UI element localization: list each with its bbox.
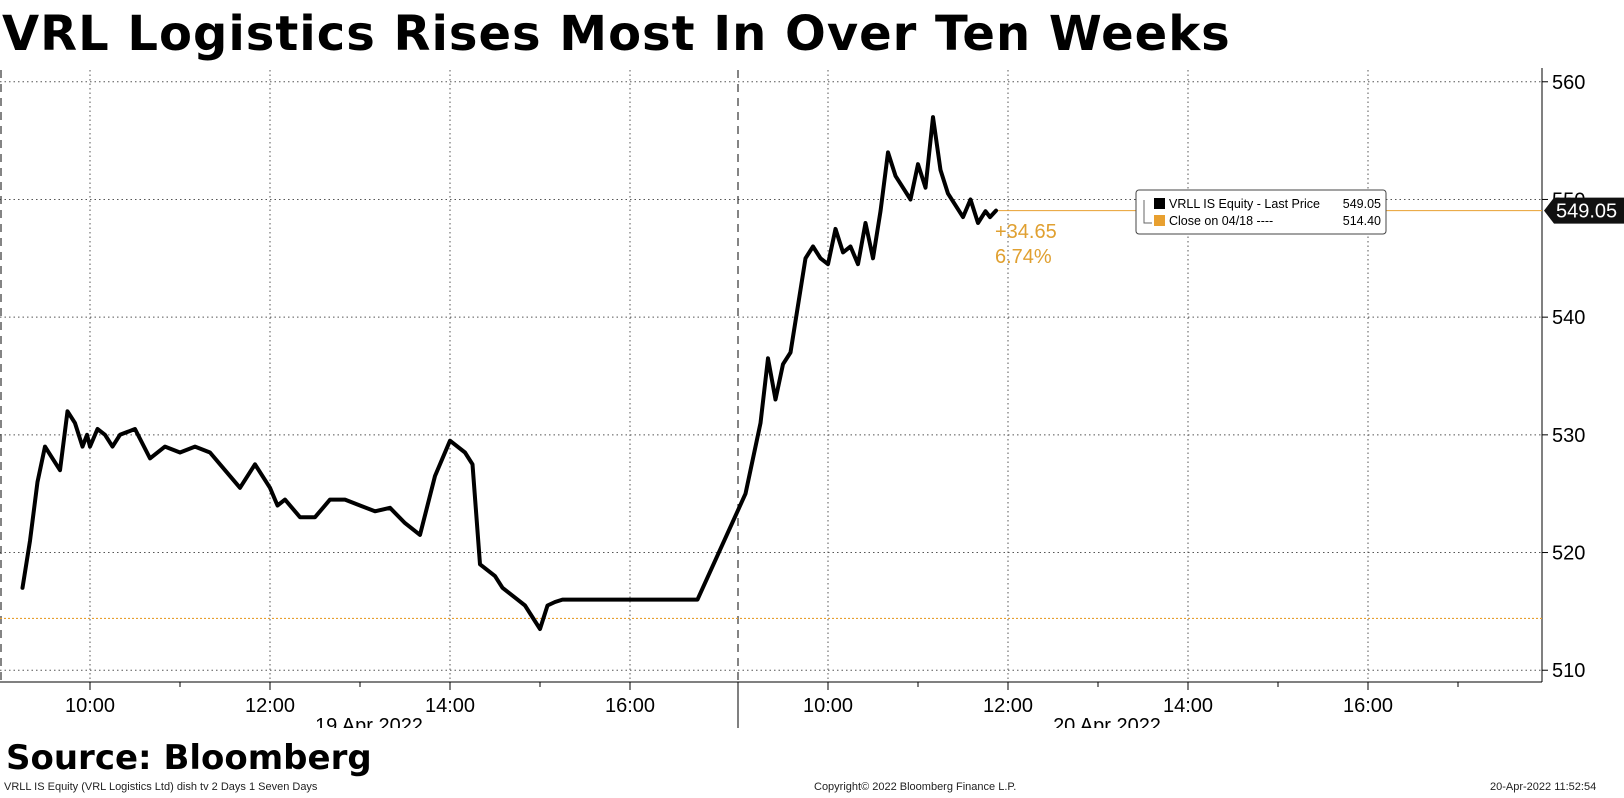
x-tick-label: 14:00 (425, 695, 475, 717)
x-tick-label: 10:00 (65, 695, 115, 717)
footer-timestamp: 20-Apr-2022 11:52:54 (1490, 781, 1597, 793)
footer-security: VRLL IS Equity (VRL Logistics Ltd) dish … (4, 781, 318, 793)
last-price-badge (1544, 197, 1624, 224)
legend: VRLL IS Equity - Last Price 549.05 Close o… (1135, 189, 1387, 235)
price-series-line (20, 115, 998, 631)
legend-swatch (1154, 198, 1165, 209)
y-tick-label: 510 (1552, 660, 1585, 682)
y-tick-label: 520 (1552, 543, 1585, 565)
date-label: 20 Apr 2022 (1053, 715, 1161, 728)
legend-box (1135, 189, 1387, 235)
price-chart: 51052053054055056010:0012:0014:0016:0010… (0, 68, 1624, 728)
source-label: Source: Bloomberg (6, 738, 372, 778)
legend-entry-value: 514.40 (1343, 214, 1381, 228)
y-tick-label: 530 (1552, 425, 1585, 447)
date-label: 19 Apr 2022 (315, 715, 423, 728)
y-tick-label: 540 (1552, 307, 1585, 329)
x-tick-label: 12:00 (983, 695, 1033, 717)
grid-lines (0, 70, 1542, 682)
annotations: 549.05 +34.65 6.74% VRLL IS Equity - Last P… (995, 189, 1624, 268)
change-pct-label: 6.74% (995, 246, 1052, 268)
x-tick-label: 16:00 (1343, 695, 1393, 717)
x-tick-label: 16:00 (605, 695, 655, 717)
legend-swatch (1154, 215, 1165, 226)
x-tick-label: 10:00 (803, 695, 853, 717)
legend-entry-value: 549.05 (1343, 197, 1381, 211)
y-tick-label: 560 (1552, 72, 1585, 94)
legend-connector (1143, 200, 1152, 224)
change-abs-label: +34.65 (995, 221, 1057, 243)
legend-entry-name: VRLL IS Equity - Last Price (1169, 197, 1320, 211)
axes: 51052053054055056010:0012:0014:0016:0010… (0, 68, 1585, 728)
last-price-badge-label: 549.05 (1556, 201, 1617, 223)
chart-title: VRL Logistics Rises Most In Over Ten Wee… (2, 6, 1231, 62)
legend-entry-name: Close on 04/18 ---- (1169, 214, 1273, 228)
x-tick-label: 12:00 (245, 695, 295, 717)
footer-copyright: Copyright© 2022 Bloomberg Finance L.P. (814, 781, 1017, 793)
x-tick-label: 14:00 (1163, 695, 1213, 717)
